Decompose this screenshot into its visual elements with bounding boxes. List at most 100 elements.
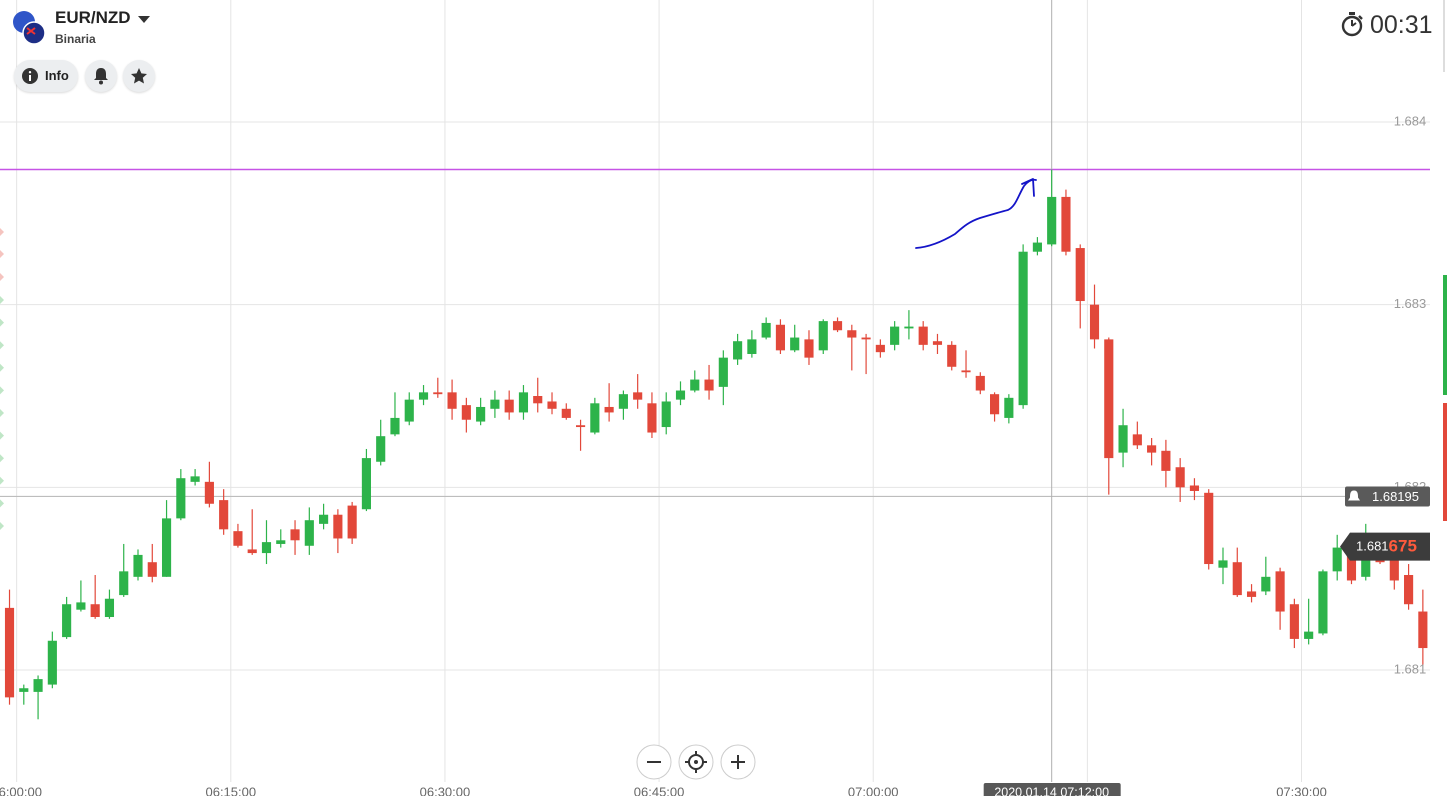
candle-body xyxy=(104,598,115,618)
side-marker xyxy=(0,341,4,350)
timer: 00:31 xyxy=(1370,11,1433,39)
candle-body xyxy=(376,436,386,462)
candle-body xyxy=(76,602,86,610)
candle-body xyxy=(604,406,614,413)
candle-body xyxy=(718,357,728,387)
candle-body xyxy=(119,571,129,596)
side-marker xyxy=(0,431,4,440)
candle-body xyxy=(490,399,500,409)
candle-body xyxy=(476,406,486,422)
candle-body xyxy=(861,337,871,340)
hand-annotation xyxy=(915,178,1037,249)
side-marker xyxy=(0,476,4,485)
candle-body xyxy=(790,337,800,351)
candle-body xyxy=(1032,242,1042,252)
side-marker xyxy=(0,499,4,508)
candle-body xyxy=(947,344,957,367)
x-tick-label: 07:00:00 xyxy=(848,784,899,796)
candle-body xyxy=(575,425,586,428)
candle-body xyxy=(1332,547,1342,572)
candle-body xyxy=(1004,397,1014,418)
candle-body xyxy=(333,514,343,539)
candle-body xyxy=(704,379,714,391)
candle-body xyxy=(1118,425,1128,453)
side-marker xyxy=(0,409,4,417)
candle-body xyxy=(247,549,257,554)
candle-body xyxy=(1275,571,1285,612)
candle-body xyxy=(775,324,786,351)
zoom-out[interactable] xyxy=(636,744,672,780)
candle-body xyxy=(761,322,771,338)
zoom-in[interactable] xyxy=(720,744,756,780)
candle-body xyxy=(547,401,557,409)
candle-body xyxy=(690,379,700,391)
asset-name[interactable]: EUR/NZD xyxy=(55,8,131,27)
candle-body xyxy=(1018,251,1028,406)
candle-body xyxy=(918,326,928,345)
candle-body xyxy=(319,514,329,524)
nz-cross xyxy=(26,27,36,35)
candle-body xyxy=(233,531,243,546)
platform-name: Binaria xyxy=(55,32,96,46)
candle-body xyxy=(1161,450,1171,471)
y-tick-label: 1.681 xyxy=(1394,661,1427,676)
candle-body xyxy=(618,394,628,409)
candle-body xyxy=(190,476,200,482)
candle-body xyxy=(1047,196,1057,245)
favorite-button[interactable] xyxy=(123,60,155,92)
candle-body xyxy=(675,390,686,400)
side-marker xyxy=(0,454,4,463)
candle-body xyxy=(219,500,229,530)
asset-dropdown[interactable] xyxy=(137,14,151,24)
y-tick-label: 1.684 xyxy=(1394,113,1427,128)
asset-icon xyxy=(13,11,46,45)
info-button[interactable]: Info xyxy=(14,60,78,92)
candle-body xyxy=(1075,248,1085,302)
candle-body xyxy=(1418,611,1428,649)
side-marker xyxy=(0,386,4,395)
candle-body xyxy=(832,321,843,331)
candle-body xyxy=(904,326,914,329)
side-marker xyxy=(0,273,4,281)
current-price-pips: 675 xyxy=(1389,537,1417,556)
candle-body xyxy=(890,326,900,345)
candle-body xyxy=(1132,434,1142,446)
candle-body xyxy=(975,375,985,391)
alert-bell xyxy=(1348,490,1360,501)
candle-body xyxy=(1404,574,1414,605)
candle-body xyxy=(4,607,15,698)
candle-body xyxy=(261,542,272,554)
side-marker xyxy=(0,363,4,372)
candle-body xyxy=(390,417,400,435)
bell-icon xyxy=(94,68,108,85)
current-price-box xyxy=(1340,532,1430,561)
zoom-controls xyxy=(636,744,756,780)
candle-body xyxy=(1346,547,1357,581)
candle-body xyxy=(1104,339,1114,459)
buy-volume-bar xyxy=(1443,275,1447,395)
candle-body xyxy=(361,458,371,510)
candle-body xyxy=(62,604,72,638)
alert-label-box xyxy=(1345,486,1430,507)
candle-body xyxy=(1089,304,1100,340)
candle-body xyxy=(404,399,414,422)
candle-body xyxy=(204,481,214,504)
candle-body xyxy=(33,679,43,692)
candle-body xyxy=(276,540,286,544)
alerts-button[interactable] xyxy=(85,60,117,92)
candle-body xyxy=(990,394,1000,415)
x-tick-label: 06:15:00 xyxy=(205,784,256,796)
candle-body xyxy=(818,321,828,351)
candle-body xyxy=(90,604,100,618)
candle-body xyxy=(418,392,429,400)
candle-body xyxy=(147,562,157,577)
candle-body xyxy=(161,518,172,577)
candle-body xyxy=(133,554,143,577)
x-tick-label: 06:30:00 xyxy=(420,784,471,796)
cursor-label: 2020.01.14 07:12:00 xyxy=(994,785,1109,796)
current-price-main: 1.681 xyxy=(1356,539,1389,554)
recenter[interactable] xyxy=(678,744,714,780)
